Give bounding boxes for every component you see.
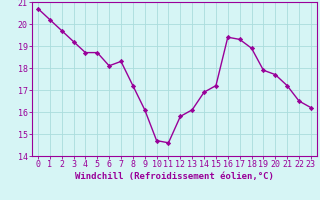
X-axis label: Windchill (Refroidissement éolien,°C): Windchill (Refroidissement éolien,°C) <box>75 172 274 181</box>
